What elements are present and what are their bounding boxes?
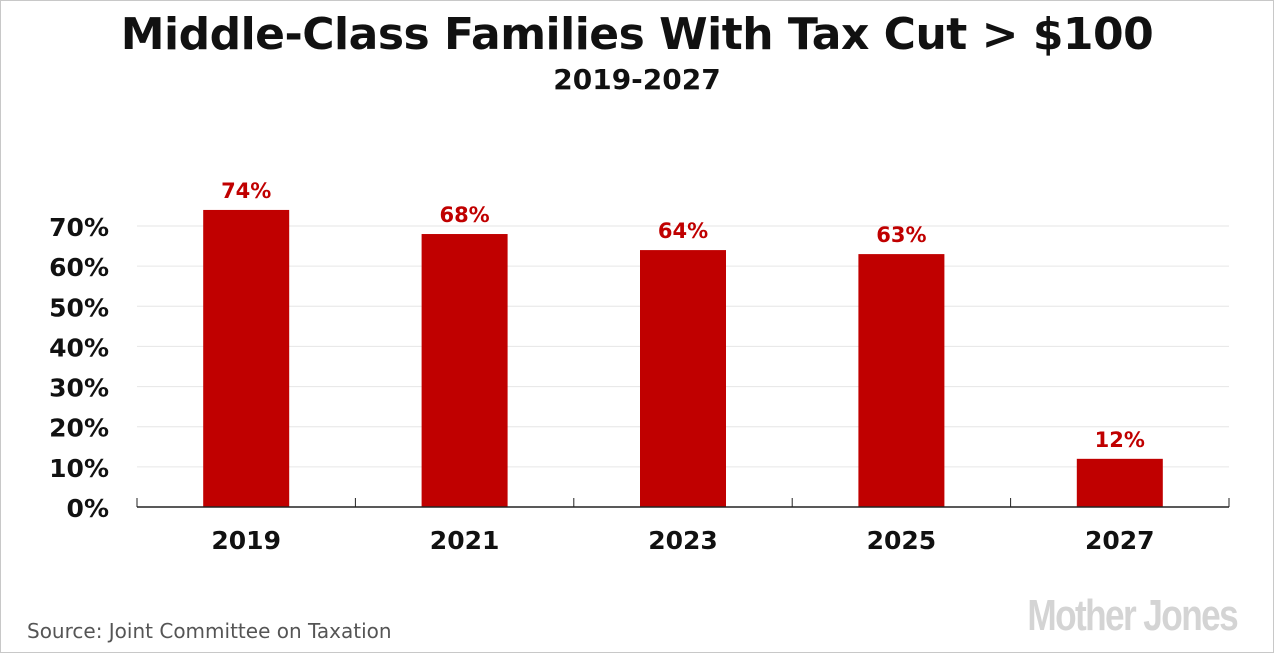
bar-2025 xyxy=(858,254,945,507)
y-tick-label: 10% xyxy=(49,454,109,483)
chart-title: Middle-Class Families With Tax Cut > $10… xyxy=(120,9,1154,60)
mother-jones-logo: Mother Jones xyxy=(1027,591,1238,640)
chart-subtitle: 2019-2027 xyxy=(553,63,721,96)
data-label: 68% xyxy=(439,203,489,227)
x-tick-label: 2019 xyxy=(211,526,281,555)
data-label: 64% xyxy=(658,219,708,243)
bar-2023 xyxy=(640,250,726,508)
y-tick-label: 20% xyxy=(49,414,109,443)
x-tick-label: 2021 xyxy=(430,526,500,555)
data-label: 63% xyxy=(876,223,926,247)
bar-2021 xyxy=(421,234,508,507)
y-tick-label: 30% xyxy=(49,374,109,403)
x-tick-label: 2025 xyxy=(867,526,937,555)
y-tick-label: 60% xyxy=(49,253,109,282)
source-note: Source: Joint Committee on Taxation xyxy=(27,619,392,643)
bar-2027 xyxy=(1076,458,1163,507)
y-tick-label: 0% xyxy=(67,494,109,523)
x-tick-label: 2027 xyxy=(1085,526,1155,555)
x-tick-label: 2023 xyxy=(648,526,718,555)
y-tick-label: 70% xyxy=(49,213,109,242)
bar-2019 xyxy=(203,209,290,507)
data-label: 74% xyxy=(221,179,271,203)
data-label: 12% xyxy=(1095,428,1145,452)
y-tick-label: 50% xyxy=(49,293,109,322)
y-tick-label: 40% xyxy=(49,333,109,362)
